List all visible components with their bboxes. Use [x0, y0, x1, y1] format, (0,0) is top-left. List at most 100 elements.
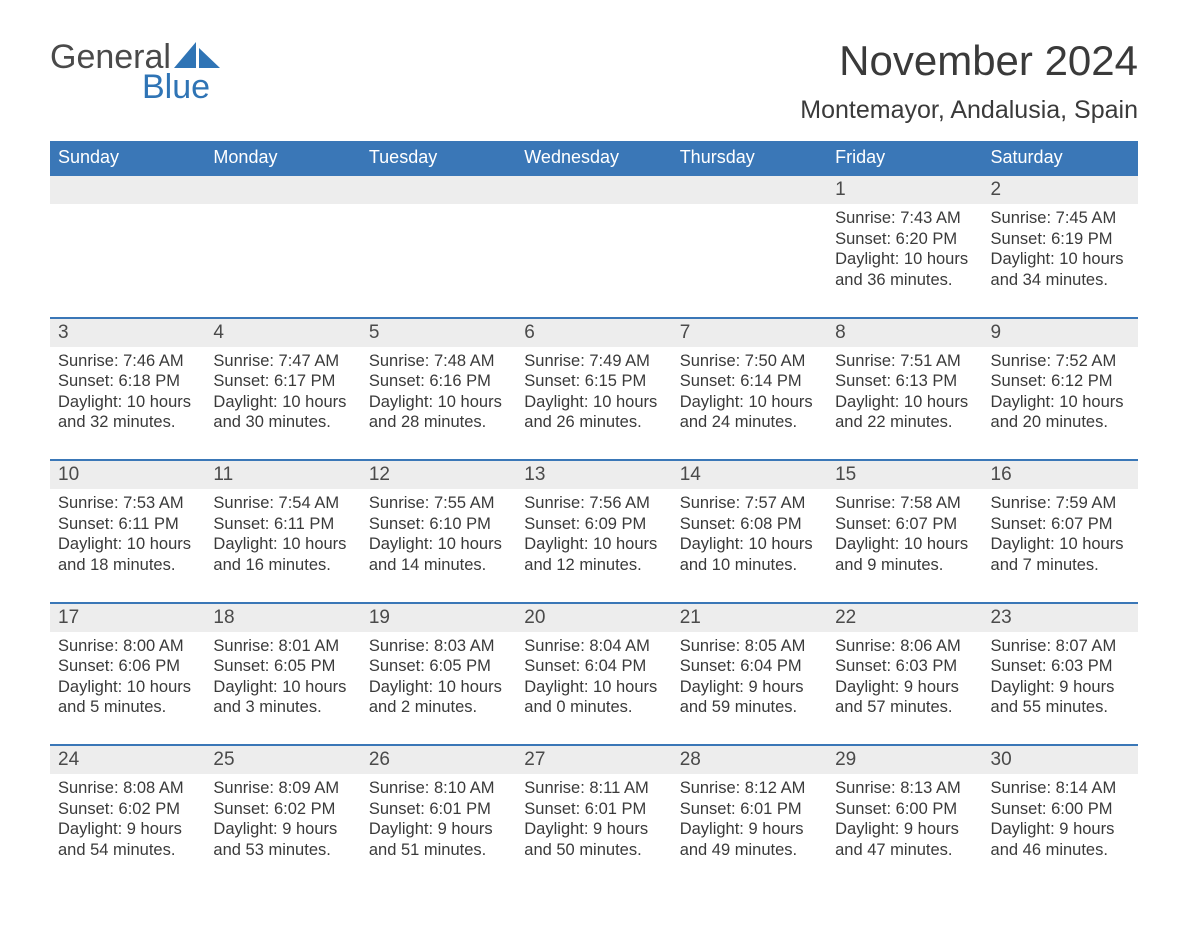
week-detail-row: Sunrise: 7:46 AMSunset: 6:18 PMDaylight:… [50, 347, 1138, 461]
day-number-cell: 22 [827, 603, 982, 632]
header: General Blue November 2024 Montemayor, A… [50, 40, 1138, 125]
day-number-cell: 27 [516, 745, 671, 774]
sunset: Sunset: 6:07 PM [991, 514, 1130, 535]
day-detail-cell: Sunrise: 7:53 AMSunset: 6:11 PMDaylight:… [50, 489, 205, 603]
sunrise: Sunrise: 7:58 AM [835, 493, 974, 514]
daylight-line-1: Daylight: 10 hours [991, 534, 1130, 555]
sunrise: Sunrise: 8:09 AM [213, 778, 352, 799]
sunset: Sunset: 6:11 PM [213, 514, 352, 535]
day-number: 10 [58, 464, 79, 485]
day-number: 19 [369, 607, 390, 628]
daylight-line-1: Daylight: 9 hours [680, 819, 819, 840]
sunset: Sunset: 6:17 PM [213, 371, 352, 392]
daylight-line-1: Daylight: 9 hours [680, 677, 819, 698]
day-detail-cell: Sunrise: 8:14 AMSunset: 6:00 PMDaylight:… [983, 774, 1138, 887]
day-number-cell: 25 [205, 745, 360, 774]
day-number: 5 [369, 322, 380, 343]
sunset: Sunset: 6:15 PM [524, 371, 663, 392]
day-number: 16 [991, 464, 1012, 485]
sunset: Sunset: 6:09 PM [524, 514, 663, 535]
daylight-line-2: and 12 minutes. [524, 555, 663, 576]
sunset: Sunset: 6:00 PM [835, 799, 974, 820]
day-number-cell: 24 [50, 745, 205, 774]
day-number: 25 [213, 749, 234, 770]
week-detail-row: Sunrise: 7:53 AMSunset: 6:11 PMDaylight:… [50, 489, 1138, 603]
daylight-line-2: and 46 minutes. [991, 840, 1130, 861]
sunset: Sunset: 6:07 PM [835, 514, 974, 535]
day-detail-cell: Sunrise: 8:11 AMSunset: 6:01 PMDaylight:… [516, 774, 671, 887]
sunrise: Sunrise: 7:43 AM [835, 208, 974, 229]
daylight-line-2: and 47 minutes. [835, 840, 974, 861]
day-number-cell [361, 175, 516, 204]
daylight-line-1: Daylight: 10 hours [524, 677, 663, 698]
daylight-line-1: Daylight: 10 hours [524, 534, 663, 555]
daylight-line-2: and 53 minutes. [213, 840, 352, 861]
day-detail-cell: Sunrise: 8:01 AMSunset: 6:05 PMDaylight:… [205, 632, 360, 746]
daylight-line-2: and 32 minutes. [58, 412, 197, 433]
day-number-cell: 16 [983, 460, 1138, 489]
day-number-cell: 6 [516, 318, 671, 347]
day-number-cell: 11 [205, 460, 360, 489]
day-number: 6 [524, 322, 535, 343]
day-detail-cell [205, 204, 360, 318]
day-detail-cell: Sunrise: 7:55 AMSunset: 6:10 PMDaylight:… [361, 489, 516, 603]
daylight-line-2: and 24 minutes. [680, 412, 819, 433]
sunrise: Sunrise: 7:52 AM [991, 351, 1130, 372]
daylight-line-2: and 59 minutes. [680, 697, 819, 718]
calendar-table: Sunday Monday Tuesday Wednesday Thursday… [50, 141, 1138, 887]
sunset: Sunset: 6:16 PM [369, 371, 508, 392]
daylight-line-1: Daylight: 10 hours [524, 392, 663, 413]
daylight-line-1: Daylight: 10 hours [58, 534, 197, 555]
daylight-line-2: and 26 minutes. [524, 412, 663, 433]
day-number: 3 [58, 322, 69, 343]
daylight-line-2: and 30 minutes. [213, 412, 352, 433]
day-detail-cell: Sunrise: 7:54 AMSunset: 6:11 PMDaylight:… [205, 489, 360, 603]
week-detail-row: Sunrise: 7:43 AMSunset: 6:20 PMDaylight:… [50, 204, 1138, 318]
sunrise: Sunrise: 7:47 AM [213, 351, 352, 372]
day-number-cell: 20 [516, 603, 671, 632]
day-detail-cell: Sunrise: 7:47 AMSunset: 6:17 PMDaylight:… [205, 347, 360, 461]
sunset: Sunset: 6:20 PM [835, 229, 974, 250]
daylight-line-1: Daylight: 9 hours [835, 819, 974, 840]
daylight-line-2: and 2 minutes. [369, 697, 508, 718]
sunset: Sunset: 6:08 PM [680, 514, 819, 535]
day-detail-cell: Sunrise: 8:12 AMSunset: 6:01 PMDaylight:… [672, 774, 827, 887]
sunrise: Sunrise: 8:10 AM [369, 778, 508, 799]
daylight-line-2: and 10 minutes. [680, 555, 819, 576]
sunrise: Sunrise: 8:01 AM [213, 636, 352, 657]
month-title: November 2024 [800, 40, 1138, 82]
sunrise: Sunrise: 7:56 AM [524, 493, 663, 514]
col-tuesday: Tuesday [361, 141, 516, 175]
sunrise: Sunrise: 8:14 AM [991, 778, 1130, 799]
sunset: Sunset: 6:05 PM [369, 656, 508, 677]
daylight-line-1: Daylight: 10 hours [991, 392, 1130, 413]
daylight-line-1: Daylight: 10 hours [369, 677, 508, 698]
daylight-line-2: and 54 minutes. [58, 840, 197, 861]
col-wednesday: Wednesday [516, 141, 671, 175]
day-detail-cell: Sunrise: 7:57 AMSunset: 6:08 PMDaylight:… [672, 489, 827, 603]
daylight-line-2: and 0 minutes. [524, 697, 663, 718]
sunrise: Sunrise: 8:11 AM [524, 778, 663, 799]
day-number: 28 [680, 749, 701, 770]
sunset: Sunset: 6:01 PM [680, 799, 819, 820]
day-detail-cell: Sunrise: 8:03 AMSunset: 6:05 PMDaylight:… [361, 632, 516, 746]
day-number: 2 [991, 179, 1002, 200]
daylight-line-2: and 14 minutes. [369, 555, 508, 576]
daylight-line-1: Daylight: 9 hours [991, 819, 1130, 840]
day-number-cell: 10 [50, 460, 205, 489]
daylight-line-1: Daylight: 10 hours [213, 677, 352, 698]
day-number: 21 [680, 607, 701, 628]
daylight-line-2: and 51 minutes. [369, 840, 508, 861]
day-number-cell: 7 [672, 318, 827, 347]
day-number: 24 [58, 749, 79, 770]
sunset: Sunset: 6:19 PM [991, 229, 1130, 250]
day-number-cell [672, 175, 827, 204]
day-number-cell [516, 175, 671, 204]
day-number-cell: 29 [827, 745, 982, 774]
day-detail-cell: Sunrise: 7:50 AMSunset: 6:14 PMDaylight:… [672, 347, 827, 461]
col-saturday: Saturday [983, 141, 1138, 175]
sunrise: Sunrise: 8:07 AM [991, 636, 1130, 657]
daylight-line-1: Daylight: 10 hours [835, 249, 974, 270]
day-detail-cell: Sunrise: 7:56 AMSunset: 6:09 PMDaylight:… [516, 489, 671, 603]
day-number: 27 [524, 749, 545, 770]
